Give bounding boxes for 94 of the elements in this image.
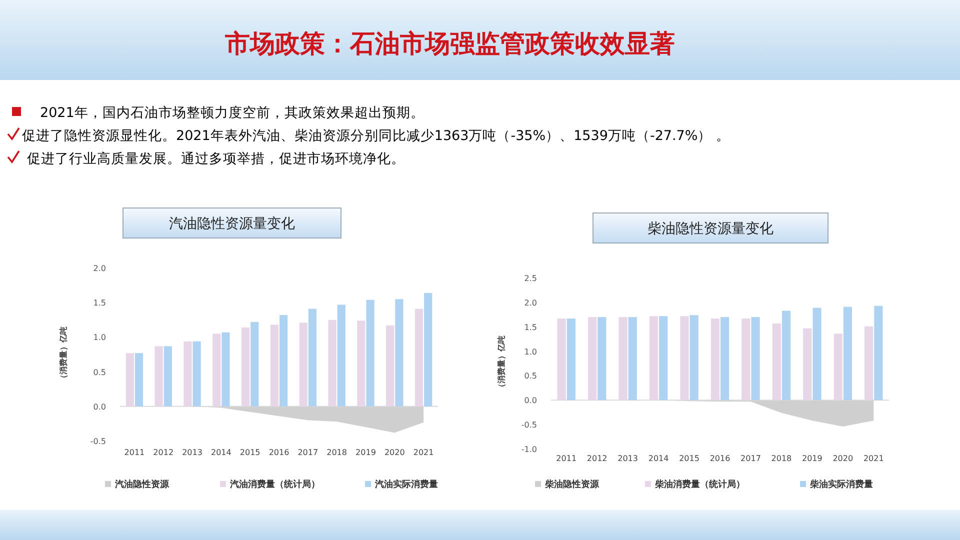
bar: [280, 315, 288, 406]
bar: [680, 316, 689, 400]
x-tick-label: 2020: [832, 454, 854, 463]
bar: [270, 324, 278, 406]
legend-label: 柴油实际消费量: [809, 479, 873, 490]
bar: [192, 341, 201, 406]
bar: [222, 332, 230, 406]
bar: [588, 317, 597, 400]
bar: [308, 308, 317, 406]
bar: [328, 320, 336, 406]
x-tick-label: 2013: [182, 448, 202, 457]
x-tick-label: 2021: [863, 454, 884, 463]
y-tick-label: -0.5: [90, 437, 106, 446]
bar: [598, 317, 606, 400]
y-tick-label: 0.5: [524, 372, 537, 381]
text: 促进了行业高质量发展。通过多项举措，促进市场环境净化。: [27, 151, 405, 167]
legend-label: 柴油消费量（统计局）: [654, 479, 745, 490]
x-tick-label: 2019: [356, 448, 376, 457]
bar: [628, 317, 637, 400]
bar: [366, 300, 374, 406]
bar: [164, 346, 172, 406]
y-tick-label: 2.0: [524, 298, 537, 308]
bar: [212, 334, 221, 406]
bar: [751, 317, 760, 400]
bar: [134, 353, 144, 406]
x-tick-label: 2016: [268, 448, 290, 457]
x-tick-label: 2016: [710, 454, 730, 463]
bar: [690, 315, 698, 400]
text: 促进了隐性资源显性化。2021年表外汽油、柴油资源分别同比减少1363万吨（-35%）、1539万吨（-27.7%） 。: [22, 128, 730, 144]
y-tick-label: -1.0: [521, 445, 537, 454]
bar: [557, 318, 566, 400]
x-tick-label: 2019: [802, 454, 822, 463]
bar: [803, 328, 812, 400]
legend-label: 柴油隐性资源: [544, 479, 600, 490]
x-tick-label: 2017: [298, 448, 318, 457]
legend-label: 汽油消费量（统计局）: [229, 479, 320, 490]
bar: [154, 346, 163, 406]
bar: [414, 308, 424, 406]
x-tick-label: 2011: [556, 454, 577, 463]
text: 市场政策：石油市场强监管政策收效显著: [224, 29, 675, 58]
x-tick-label: 2021: [413, 448, 434, 457]
bar: [742, 318, 750, 400]
y-tick-label: 2.5: [524, 274, 537, 283]
y-tick-label: 1.0: [93, 333, 106, 342]
y-tick-label: 1.5: [524, 322, 537, 332]
legend-label: 汽油实际消费量: [374, 479, 438, 490]
x-tick-label: 2012: [153, 448, 174, 457]
bar: [649, 316, 658, 400]
bar: [720, 317, 730, 400]
bar: [618, 317, 628, 400]
legend-label: 汽油隐性资源: [114, 479, 170, 490]
bar: [710, 318, 720, 400]
y-axis-title: （消费量）亿吨: [59, 326, 68, 382]
x-tick-label: 2013: [618, 454, 638, 463]
x-tick-label: 2018: [771, 454, 792, 463]
bar: [566, 318, 576, 400]
x-tick-label: 2020: [384, 448, 405, 457]
bar: [395, 299, 404, 406]
bar: [424, 292, 432, 406]
bar: [772, 323, 781, 400]
x-tick-label: 2011: [124, 448, 145, 457]
bar: [812, 308, 822, 400]
x-tick-label: 2017: [740, 454, 761, 463]
bar: [782, 310, 791, 400]
y-tick-label: 1.0: [524, 347, 537, 356]
bar: [659, 316, 668, 400]
x-tick-label: 2015: [679, 454, 700, 463]
bar: [126, 353, 134, 406]
bar: [843, 306, 852, 400]
y-tick-label: 0.5: [93, 368, 106, 377]
bar: [874, 306, 883, 400]
bar: [864, 326, 874, 400]
chart-title: 汽油隐性资源量变化: [169, 216, 295, 232]
bar: [357, 320, 366, 406]
x-tick-label: 2012: [586, 454, 608, 463]
x-tick-label: 2018: [326, 448, 347, 457]
x-tick-label: 2014: [211, 448, 232, 457]
y-tick-label: 2.0: [93, 264, 106, 273]
x-tick-label: 2015: [240, 448, 260, 457]
x-tick-label: 2014: [648, 454, 669, 463]
y-tick-label: -0.5: [521, 420, 537, 430]
bar: [250, 322, 259, 406]
bar: [184, 341, 192, 406]
text: 2021年，国内石油市场整顿力度空前，其政策效果超出预期。: [40, 105, 424, 121]
bar: [241, 328, 250, 406]
y-tick-label: 0.0: [524, 396, 537, 406]
chart-title: 柴油隐性资源量变化: [648, 221, 774, 237]
y-axis-title: （消费量）亿吨: [497, 336, 506, 392]
bar: [337, 304, 346, 406]
bar: [386, 325, 394, 406]
bar: [834, 334, 842, 400]
y-tick-label: 1.5: [93, 298, 106, 308]
y-tick-label: 0.0: [93, 402, 106, 412]
bar: [299, 322, 308, 406]
